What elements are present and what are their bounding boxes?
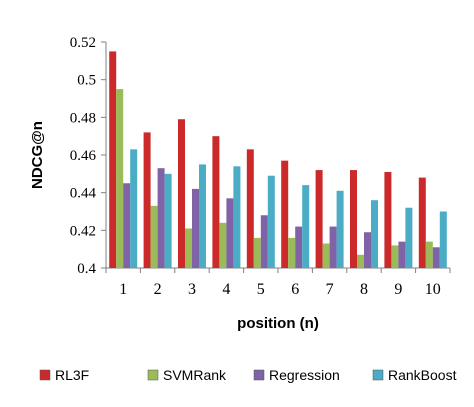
bar-svmrank-2	[150, 205, 158, 268]
bar-svmrank-1	[116, 89, 124, 268]
bar-rl3f-1	[109, 51, 117, 268]
bar-svmrank-7	[322, 243, 330, 268]
y-tick-label: 0.42	[70, 223, 96, 239]
x-tick-label: 2	[154, 281, 162, 298]
bar-regression-5	[260, 215, 268, 268]
bar-rankboost-1	[130, 149, 138, 268]
bar-rl3f-3	[178, 119, 185, 268]
bar-regression-10	[432, 247, 440, 268]
bar-regression-4	[226, 198, 234, 268]
bar-rl3f-2	[143, 132, 151, 268]
bar-svmrank-8	[357, 254, 364, 268]
x-tick-label: 4	[222, 281, 230, 298]
legend-label-regression: Regression	[269, 367, 340, 383]
bar-rl3f-9	[384, 171, 392, 268]
legend-label-rankboost: RankBoost	[388, 367, 457, 383]
y-tick-label: 0.48	[70, 110, 96, 126]
bar-regression-7	[329, 226, 337, 268]
bar-rl3f-6	[281, 160, 289, 268]
y-axis: 0.4 0.42 0.44 0.46 0.48 0.5 0.52	[70, 35, 107, 277]
bar-svmrank-4	[219, 222, 227, 268]
bar-regression-9	[398, 241, 406, 268]
bar-rankboost-8	[371, 200, 378, 268]
y-tick-label: 0.46	[70, 148, 97, 164]
bars	[109, 51, 447, 268]
x-axis-label: position (n)	[237, 315, 319, 332]
bar-svmrank-5	[253, 237, 261, 268]
bar-rl3f-7	[315, 170, 323, 268]
legend-swatch-rankboost	[372, 369, 384, 381]
legend-swatch-regression	[253, 369, 265, 381]
bar-rl3f-4	[212, 136, 220, 268]
bar-rankboost-6	[302, 185, 310, 268]
legend: RL3F SVMRank Regression RankBoost	[39, 367, 457, 383]
bar-rankboost-5	[267, 175, 275, 268]
x-tick-label: 6	[291, 281, 299, 298]
bar-regression-8	[364, 232, 371, 268]
bar-rankboost-4	[233, 166, 241, 268]
x-tick-label: 9	[394, 281, 402, 298]
bar-rankboost-7	[336, 190, 344, 268]
bar-svmrank-3	[185, 228, 192, 268]
y-tick-label: 0.5	[77, 73, 96, 89]
bar-svmrank-9	[391, 245, 399, 268]
bar-rankboost-10	[439, 211, 447, 268]
bar-rankboost-3	[199, 164, 206, 268]
bar-rl3f-5	[246, 149, 254, 268]
legend-swatch-rl3f	[39, 369, 51, 381]
x-tick-label: 5	[257, 281, 265, 298]
bar-rankboost-9	[405, 207, 413, 268]
x-tick-label: 1	[119, 281, 127, 298]
bar-rl3f-10	[418, 177, 426, 268]
legend-label-svmrank: SVMRank	[163, 367, 227, 383]
x-tick-label: 3	[188, 281, 196, 298]
y-tick-label: 0.4	[77, 261, 96, 277]
bar-rankboost-2	[164, 173, 172, 268]
bar-svmrank-10	[425, 241, 433, 268]
bar-svmrank-6	[288, 237, 296, 268]
x-tick-label: 7	[326, 281, 334, 298]
bar-rl3f-8	[350, 170, 357, 268]
y-tick-label: 0.52	[70, 35, 96, 51]
legend-label-rl3f: RL3F	[55, 367, 89, 383]
bar-regression-1	[123, 183, 131, 268]
y-tick-label: 0.44	[70, 186, 97, 202]
legend-swatch-svmrank	[147, 369, 159, 381]
y-axis-label: NDCG@n	[29, 121, 46, 189]
x-tick-label: 8	[360, 281, 368, 298]
bar-regression-2	[157, 168, 165, 268]
x-axis: 1 2 3 4 5 6 7 8 9 10	[105, 267, 451, 298]
bar-regression-3	[192, 188, 199, 268]
bar-regression-6	[295, 226, 303, 268]
x-tick-label: 10	[425, 281, 441, 298]
